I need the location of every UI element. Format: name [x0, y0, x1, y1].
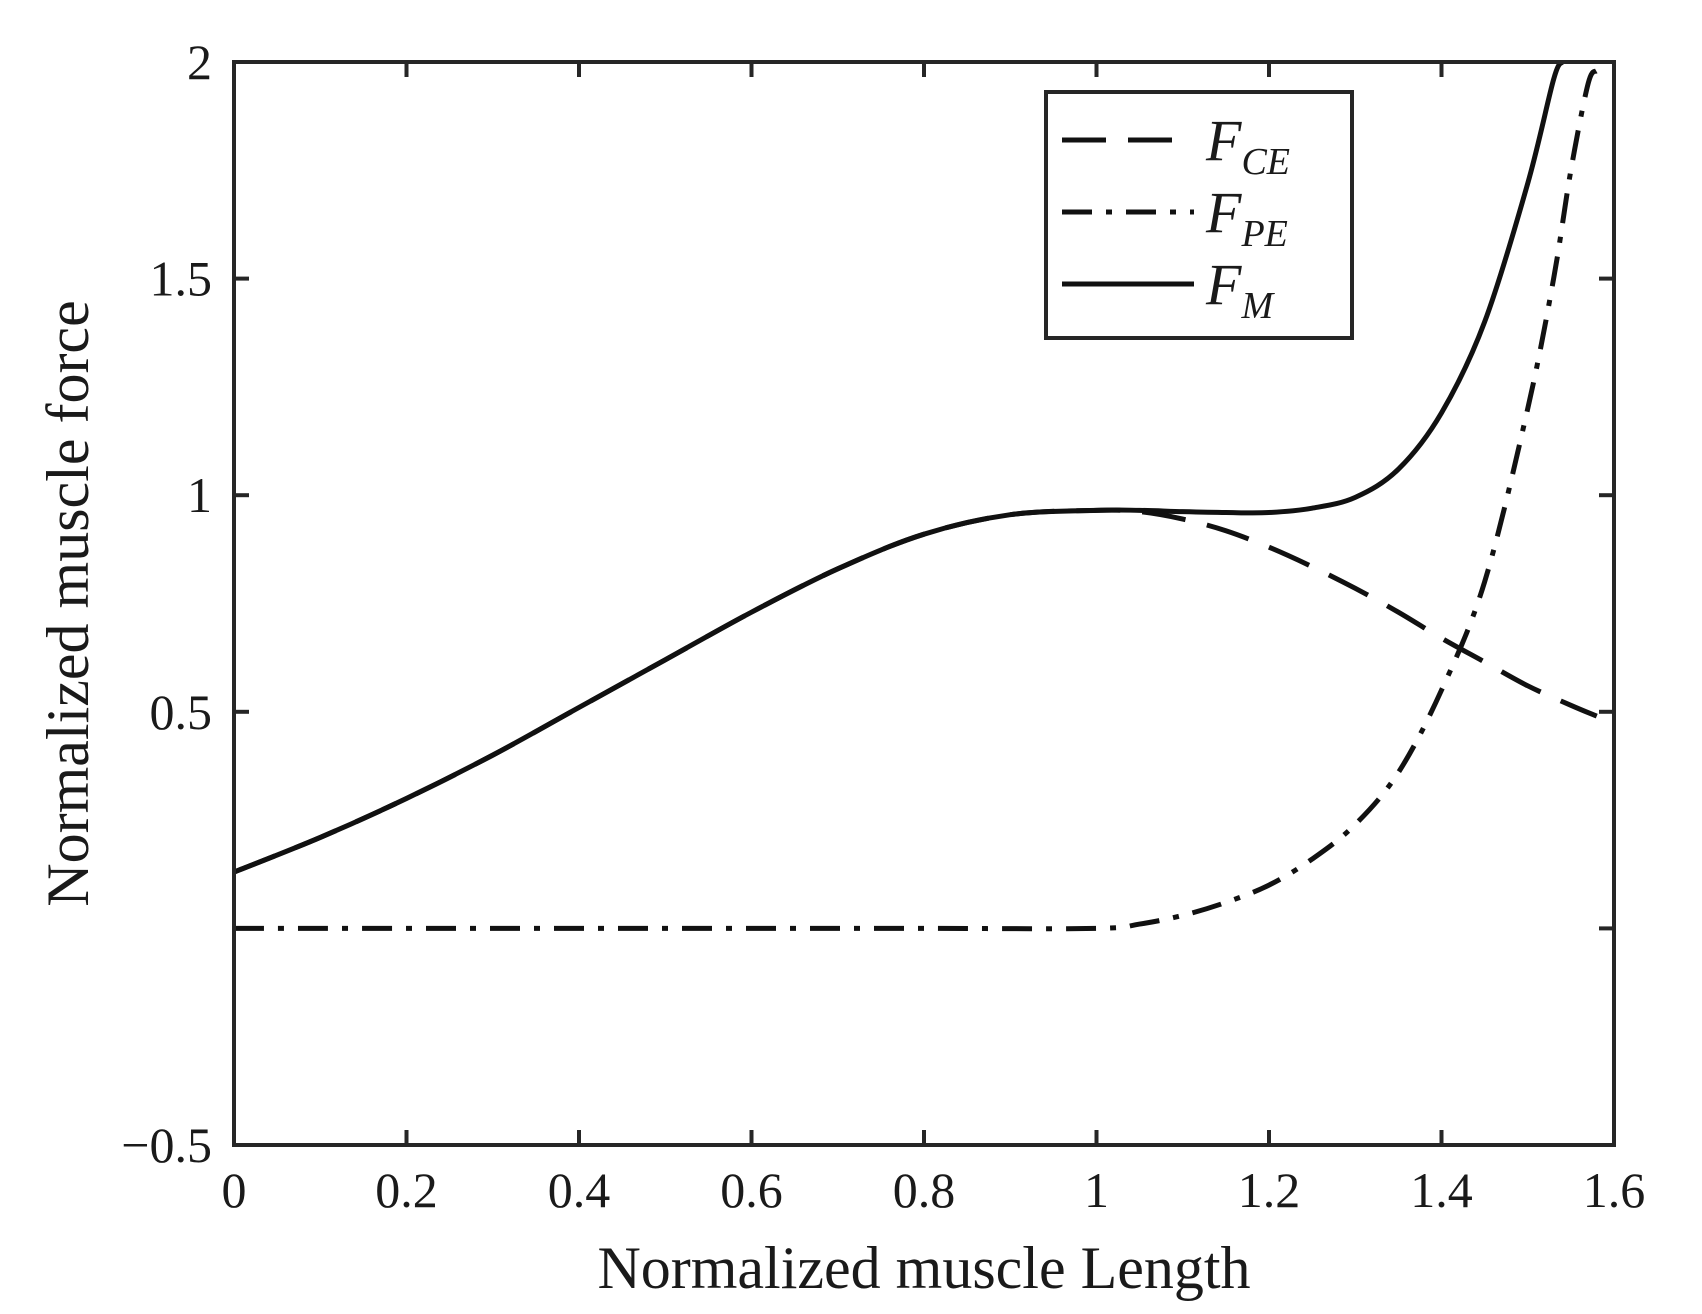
x-tick-label: 1.2	[1238, 1162, 1301, 1218]
x-tick-label: 0.4	[548, 1162, 611, 1218]
ticks-layer: 0 0.2 0.4 0.6 0.8 1 1.2 1.4 1.6 −0.5 0.5 1 1.5 2	[121, 34, 1645, 1218]
x-tick-label: 1.4	[1410, 1162, 1473, 1218]
x-axis-label: Normalized muscle Length	[597, 1235, 1250, 1301]
y-axis-label: Normalized muscle force	[35, 300, 101, 906]
x-tick-label: 1.6	[1583, 1162, 1646, 1218]
series-line-f-m	[234, 62, 1565, 875]
x-tick-label: 0.8	[893, 1162, 956, 1218]
series-layer	[234, 62, 1599, 932]
x-tick-label: 0.2	[375, 1162, 438, 1218]
series-line-f-pe	[234, 68, 1599, 932]
y-tick-label: 0.5	[150, 684, 213, 740]
y-tick-label: 1	[187, 467, 212, 523]
x-tick-label: 0.6	[720, 1162, 783, 1218]
x-tick-label: 0	[222, 1162, 247, 1218]
x-tick-label: 1	[1084, 1162, 1109, 1218]
y-tick-label: 1.5	[150, 251, 213, 307]
plot-area	[234, 62, 1614, 1145]
legend-box	[1044, 90, 1354, 340]
y-tick-label: 2	[187, 34, 212, 90]
y-tick-label: −0.5	[121, 1117, 212, 1173]
